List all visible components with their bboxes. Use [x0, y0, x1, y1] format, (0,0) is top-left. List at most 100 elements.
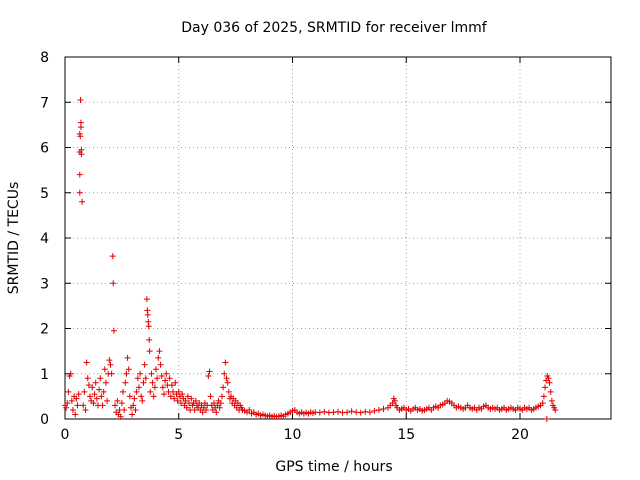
- data-point: [222, 359, 229, 366]
- data-point: [167, 393, 174, 400]
- data-point: [104, 397, 111, 404]
- data-point: [77, 96, 84, 103]
- data-point: [191, 406, 198, 413]
- data-point: [78, 146, 85, 153]
- x-tick-label: 0: [61, 427, 70, 443]
- data-point: [110, 280, 117, 287]
- data-point: [112, 402, 119, 409]
- data-point: [131, 395, 138, 402]
- data-point: [188, 395, 195, 402]
- data-point: [179, 391, 186, 398]
- data-point: [225, 388, 232, 395]
- data-point: [87, 393, 94, 400]
- data-point: [150, 393, 157, 400]
- data-point: [156, 348, 163, 355]
- x-tick-label: 20: [511, 427, 529, 443]
- data-point: [157, 361, 164, 368]
- data-point: [143, 296, 150, 303]
- data-point: [123, 370, 130, 377]
- data-point: [117, 413, 124, 420]
- data-point: [548, 397, 555, 404]
- data-point: [206, 368, 213, 375]
- data-point: [132, 406, 139, 413]
- y-tick-label: 5: [40, 186, 49, 202]
- data-point: [84, 375, 91, 382]
- data-point: [77, 133, 84, 140]
- data-point: [174, 397, 181, 404]
- data-point: [348, 408, 355, 415]
- data-point: [160, 391, 167, 398]
- data-point: [162, 377, 169, 384]
- data-point: [89, 384, 96, 391]
- data-point: [107, 361, 114, 368]
- x-tick-label: 5: [174, 427, 183, 443]
- data-point: [100, 388, 107, 395]
- data-point: [76, 189, 83, 196]
- y-axis-label: SRMTID / TECUs: [6, 182, 22, 295]
- data-point: [93, 395, 100, 402]
- data-point: [380, 406, 387, 413]
- data-point: [106, 357, 113, 364]
- data-point: [135, 384, 142, 391]
- data-point: [166, 375, 173, 382]
- data-point: [108, 370, 115, 377]
- data-point: [118, 400, 125, 407]
- data-point: [147, 388, 154, 395]
- data-point: [138, 393, 145, 400]
- data-point: [155, 354, 162, 361]
- data-point: [335, 408, 341, 415]
- data-point: [133, 388, 140, 395]
- data-point: [184, 393, 191, 400]
- data-point: [145, 323, 152, 330]
- data-point: [153, 366, 159, 373]
- data-point: [130, 402, 137, 409]
- data-point: [92, 379, 99, 386]
- data-point: [366, 409, 373, 416]
- data-point: [148, 370, 155, 377]
- data-point: [83, 359, 90, 366]
- data-point: [151, 384, 158, 391]
- data-point: [218, 393, 225, 400]
- x-tick-label: 10: [284, 427, 302, 443]
- data-point: [137, 370, 144, 377]
- data-point: [163, 370, 170, 377]
- data-point: [134, 375, 141, 382]
- y-tick-label: 8: [40, 50, 49, 66]
- data-point: [158, 373, 165, 380]
- data-point: [154, 375, 161, 382]
- data-point: [224, 379, 231, 386]
- data-point: [125, 366, 132, 373]
- data-point: [121, 406, 128, 413]
- data-point: [142, 375, 149, 382]
- data-point: [168, 382, 175, 389]
- data-point: [120, 388, 127, 395]
- data-point: [79, 198, 86, 205]
- data-point: [68, 397, 75, 404]
- x-tick-label: 15: [397, 427, 415, 443]
- data-point: [220, 384, 227, 391]
- data-point: [552, 406, 559, 413]
- data-point: [543, 416, 550, 422]
- data-point: [74, 402, 81, 409]
- data-point: [391, 397, 398, 404]
- y-tick-label: 4: [40, 231, 49, 247]
- data-point: [101, 366, 108, 373]
- chart-title: Day 036 of 2025, SRMTID for receiver lmm…: [181, 20, 488, 36]
- data-point: [172, 379, 179, 386]
- y-tick-label: 0: [40, 412, 49, 428]
- data-point: [211, 400, 218, 407]
- data-point: [371, 407, 378, 414]
- data-point: [375, 406, 382, 413]
- data-point: [97, 375, 104, 382]
- data-point: [85, 382, 92, 389]
- data-point: [540, 393, 547, 400]
- data-point: [216, 404, 223, 411]
- data-point: [159, 384, 166, 391]
- data-point: [246, 406, 253, 413]
- data-point: [542, 384, 549, 391]
- data-point: [170, 388, 177, 395]
- data-point: [146, 348, 153, 355]
- data-point: [146, 336, 153, 343]
- y-tick-label: 1: [40, 367, 49, 383]
